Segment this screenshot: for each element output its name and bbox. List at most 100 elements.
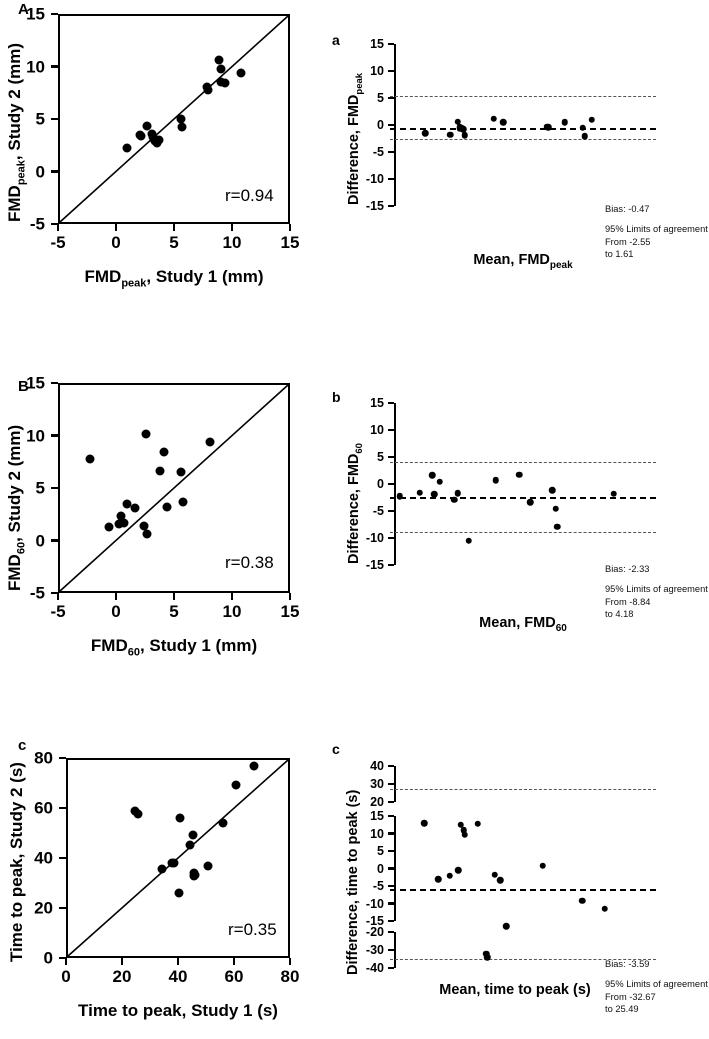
y-tick-label: 15: [370, 36, 384, 51]
data-point: [461, 132, 469, 139]
y-tick-label: 0: [35, 162, 45, 181]
panel-label-B: B: [18, 378, 29, 395]
y-tick-label: 10: [26, 57, 45, 76]
y-tick-label: -5: [372, 144, 384, 159]
x-tick: [120, 958, 124, 965]
loa-lower-line-a: [390, 138, 656, 140]
loa-title-a: 95% Limits of agreement: [605, 223, 708, 234]
y-axis-segment-mid-c: [394, 816, 397, 921]
data-point: [435, 875, 442, 883]
y-tick-label: 15: [26, 4, 45, 24]
x-tick-label: 40: [168, 967, 188, 986]
x-tick: [64, 958, 68, 965]
data-point: [190, 870, 200, 880]
y-axis-segment-bottom-c: [394, 932, 397, 968]
y-tick: [388, 401, 394, 405]
data-point: [122, 499, 132, 509]
y-tick-label: -10: [365, 896, 384, 911]
data-point: [545, 123, 552, 131]
data-point: [421, 129, 429, 137]
data-point: [450, 496, 458, 503]
y-tick: [388, 930, 394, 934]
data-point: [579, 124, 587, 131]
y-tick-label: -10: [365, 530, 384, 545]
data-point: [457, 821, 465, 828]
stats-block-c: Bias: -3.59 95% Limits of agreement From…: [605, 958, 708, 1016]
y-tick: [388, 455, 394, 459]
y-axis-title-B: FMD60, Study 2 (mm): [5, 424, 28, 591]
y-tick: [51, 12, 58, 16]
data-point: [249, 761, 259, 771]
data-point: [178, 497, 188, 507]
y-axis-line-b: [394, 403, 397, 565]
data-point: [122, 143, 132, 153]
data-point: [155, 466, 165, 476]
y-tick: [51, 117, 58, 121]
data-point: [104, 522, 114, 532]
x-axis-title-b: Mean, FMD60: [479, 615, 567, 634]
data-point: [483, 950, 490, 957]
x-tick-label: -5: [50, 602, 66, 621]
data-point: [465, 537, 472, 544]
data-point: [454, 118, 461, 125]
data-point: [176, 114, 186, 124]
loa-upper-line-c: [390, 789, 656, 790]
data-point: [396, 493, 403, 500]
data-point: [539, 862, 546, 869]
y-axis-title-b: Difference, FMD60: [346, 443, 365, 564]
y-tick-label: 40: [34, 848, 53, 868]
bias-line-b: [390, 496, 656, 499]
y-tick-label: 10: [370, 422, 384, 437]
data-point: [416, 489, 423, 496]
x-tick: [288, 224, 292, 231]
y-tick-label: -20: [365, 924, 384, 939]
r-value-C: r=0.35: [228, 920, 277, 939]
data-point: [499, 119, 507, 126]
y-tick-label: -5: [372, 878, 384, 893]
x-tick-label: 10: [222, 602, 242, 621]
data-point: [162, 502, 172, 512]
data-point: [214, 55, 224, 65]
loa-upper-line-b: [390, 461, 656, 463]
y-tick-label: 0: [35, 531, 45, 550]
x-tick: [176, 958, 180, 965]
data-point: [188, 830, 198, 840]
data-point: [216, 64, 226, 73]
y-tick-label: 5: [377, 843, 384, 858]
data-point: [176, 467, 186, 477]
stats-block-a: Bias: -0.47 95% Limits of agreement From…: [605, 203, 708, 261]
data-point: [516, 471, 523, 479]
data-point: [430, 491, 438, 498]
y-axis-segment-top-c: [394, 766, 397, 802]
r-value-B: r=0.38: [225, 553, 274, 572]
data-point: [548, 487, 556, 494]
data-point: [491, 871, 499, 879]
bias-line-c: [390, 889, 656, 891]
data-point: [436, 478, 443, 486]
y-tick: [59, 806, 66, 810]
loa-from-c: From -32.67: [605, 991, 656, 1002]
data-point: [454, 489, 461, 497]
y-tick: [388, 919, 394, 923]
plot-frame-C: [66, 758, 290, 958]
y-tick-label: -5: [372, 503, 384, 518]
x-tick: [288, 593, 292, 600]
panel-b-bland-altman: b 15 10 5 0 -5 -10 -15 Difference, FMD60 Mean,…: [330, 355, 709, 675]
data-point: [420, 819, 428, 827]
y-tick: [388, 832, 394, 835]
y-tick: [388, 563, 394, 567]
data-point: [185, 840, 195, 850]
y-tick: [51, 434, 58, 437]
data-point: [85, 454, 95, 463]
x-tick: [288, 958, 292, 965]
y-tick-label: -5: [29, 214, 45, 234]
panel-c-bland-altman: c 40 30 20 15 10 5 0 -5 -10 -15 -20 -30 -40 Differen…: [330, 730, 709, 1039]
loa-from-b: From -8.84: [605, 596, 651, 607]
x-tick: [172, 224, 176, 231]
data-point: [601, 905, 609, 912]
data-point: [236, 68, 246, 78]
data-point: [130, 503, 140, 513]
panel-B-scatter: B -5 0 5 10 15 -5 0 5 10 15 FMD60, Study 2 (mm) F…: [0, 355, 330, 675]
data-point: [502, 922, 510, 930]
